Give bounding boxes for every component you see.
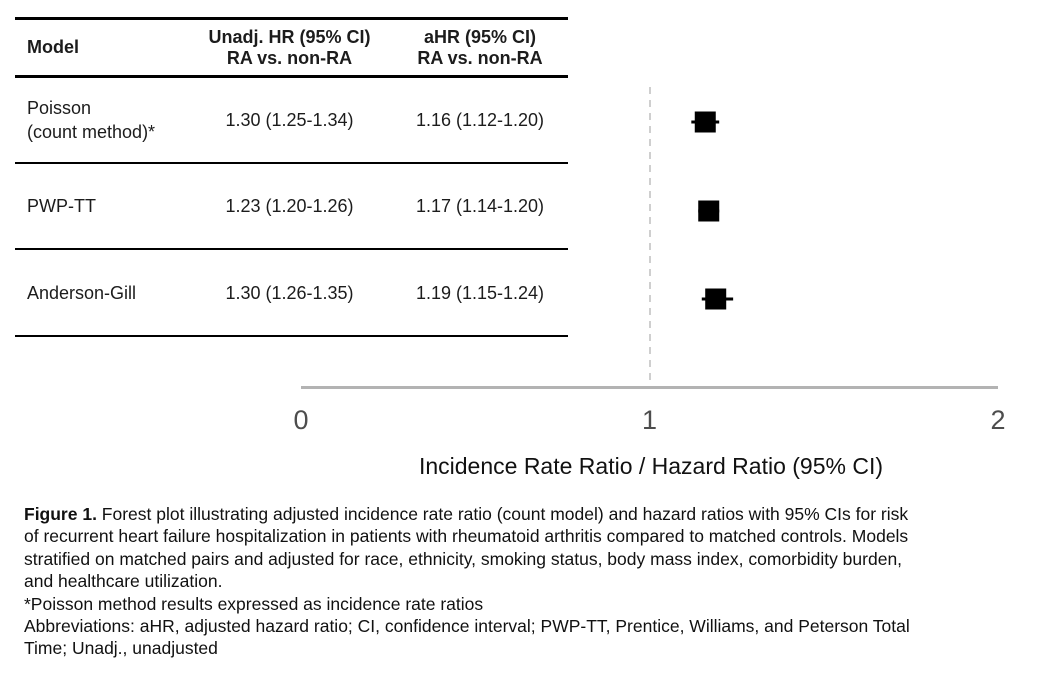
table-row: Poisson (count method)* 1.30 (1.25-1.34)… [15,78,568,164]
table-header-row: Model Unadj. HR (95% CI) RA vs. non-RA a… [15,17,568,78]
x-tick-label: 0 [293,405,308,435]
table-row: PWP-TT 1.23 (1.20-1.26) 1.17 (1.14-1.20) [15,164,568,250]
unadj-hr-cell: 1.30 (1.26-1.35) [225,282,354,303]
ahr-cell: 1.19 (1.15-1.24) [415,282,545,303]
caption-paragraph: Figure 1. Forest plot illustrating adjus… [24,503,1050,593]
x-axis-title: Incidence Rate Ratio / Hazard Ratio (95%… [419,453,883,479]
figure-label: Figure 1. [24,504,97,524]
ahr-cell: 1.16 (1.12-1.20) [415,110,545,130]
ahr-cell: 1.17 (1.14-1.20) [415,196,545,216]
x-tick-label: 1 [642,405,657,435]
point-estimate-marker [694,111,716,133]
point-estimate-marker [705,288,727,310]
header-cell-ahr: aHR (95% CI) RA vs. non-RA [417,26,543,68]
model-cell: Poisson (count method)* [27,98,156,142]
table-row: Anderson-Gill 1.30 (1.26-1.35) 1.19 (1.1… [15,250,568,337]
footnote-asterisk: *Poisson method results expressed as inc… [24,593,484,614]
unadj-hr-cell: 1.23 (1.20-1.26) [225,196,354,216]
footnote-abbreviations: Abbreviations: aHR, adjusted hazard rati… [24,616,910,659]
unadj-hr-cell: 1.30 (1.25-1.34) [225,110,354,130]
figure-caption: Figure 1. Forest plot illustrating adjus… [24,503,1050,660]
results-table: Model Unadj. HR (95% CI) RA vs. non-RA a… [15,17,568,337]
point-estimate-marker [698,200,720,222]
header-cell-unadj-hr: Unadj. HR (95% CI) RA vs. non-RA [208,26,371,68]
x-tick-label: 2 [990,405,1005,435]
header-cell-model: Model [27,37,79,57]
forest-markers [691,111,734,310]
forest-plot: 0 1 2 Incidence Rate Ratio / Hazard Ratio … [293,87,1006,479]
model-cell: Anderson-Gill [27,282,137,303]
caption-body: Forest plot illustrating adjusted incide… [24,504,909,592]
model-cell: PWP-TT [27,196,96,216]
x-tick-labels: 0 1 2 [293,405,1005,435]
